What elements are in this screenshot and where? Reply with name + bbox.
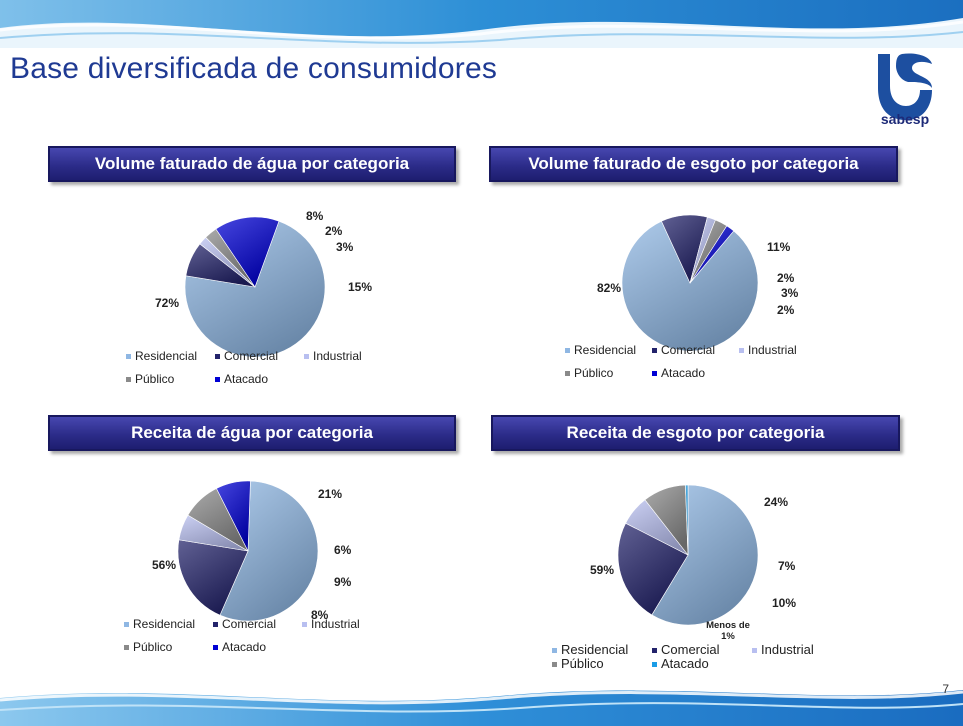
pie-chart-receita-agua: 56% 21% 6% 9% 8% Residencial Comercial Industri… [124,480,360,654]
legend-swatch-publico [124,645,129,650]
logo-text: sabesp [880,111,930,127]
banner-receita-agua: Receita de água por categoria [48,415,456,451]
data-label-publico: 10% [772,596,796,610]
legend-label-atacado: Atacado [661,656,709,671]
pie-slice-residencial [219,480,319,622]
data-label-publico: 3% [336,240,354,254]
page-title: Base diversificada de consumidores [10,52,498,85]
banner-volume-agua: Volume faturado de água por categoria [48,146,456,182]
pie-slice-atacado [689,225,735,284]
data-label-comercial: 8% [306,209,324,223]
legend-swatch-comercial [652,648,657,653]
data-label-atacado: Menos de 1% [706,620,750,642]
legend-label-industrial: Industrial [313,349,362,363]
data-label-atacado: 8% [311,608,329,622]
legend-label-industrial: Industrial [311,617,360,631]
pie-slice-residencial [651,484,759,626]
legend-swatch-publico [126,377,131,382]
legend-label-comercial: Comercial [224,349,278,363]
legend-swatch-atacado [213,645,218,650]
data-label-residencial: 82% [597,281,621,295]
pie-chart-volume-agua: 72% 8%2% 3% 15% Residencial Comercial Industri… [126,209,372,386]
legend-label-residencial: Residencial [574,343,636,357]
legend-label-industrial: Industrial [761,642,814,657]
header-wave-decoration [0,0,963,48]
legend-label-atacado: Atacado [224,372,268,386]
data-label-comercial: 11% [767,240,791,254]
legend-label-comercial: Comercial [661,343,715,357]
legend-swatch-industrial [302,622,307,627]
legend-label-comercial: Comercial [222,617,276,631]
banner-volume-esgoto: Volume faturado de esgoto por categoria [489,146,898,182]
legend-swatch-industrial [752,648,757,653]
legend-label-residencial: Residencial [135,349,197,363]
pie-slice-atacado [685,484,689,556]
legend-label-comercial: Comercial [661,642,720,657]
data-label-residencial: 56% [152,558,176,572]
legend-swatch-industrial [304,354,309,359]
pie-chart-volume-esgoto: 82%11%2%3%2%Residencial Comercial Industri… [565,214,799,380]
legend-swatch-industrial [739,348,744,353]
data-label-residencial: 59% [590,563,614,577]
legend-label-atacado: Atacado [661,366,705,380]
data-label-industrial: 2% [325,224,343,238]
legend-swatch-atacado [652,662,657,667]
data-label-residencial: 72% [155,296,179,310]
legend-swatch-publico [565,371,570,376]
legend-swatch-residencial [126,354,131,359]
data-label-comercial: 24% [764,495,788,509]
pie-slice-atacado [216,480,251,552]
data-label-atacado: 2% [777,303,795,317]
data-label-industrial: 2% [777,271,795,285]
legend-swatch-comercial [652,348,657,353]
legend-swatch-residencial [124,622,129,627]
legend-label-publico: Público [133,640,173,654]
legend-swatch-residencial [565,348,570,353]
footer-wave-decoration [0,690,963,726]
legend-label-publico: Público [574,366,614,380]
pie-slice-residencial [621,220,759,352]
data-label-atacado: 15% [348,280,372,294]
data-label-industrial: 7% [778,559,796,573]
pie-chart-receita-esgoto: 59% 24% 7% 10% Menos de 1% Residencial Comercia… [552,484,814,671]
sabesp-logo [878,53,932,120]
legend-swatch-publico [552,662,557,667]
banner-receita-esgoto: Receita de esgoto por categoria [491,415,900,451]
data-label-comercial: 21% [318,487,342,501]
legend-label-residencial: Residencial [561,642,628,657]
data-label-publico: 9% [334,575,352,589]
legend-swatch-atacado [215,377,220,382]
legend-swatch-comercial [213,622,218,627]
legend-label-atacado: Atacado [222,640,266,654]
legend-label-industrial: Industrial [748,343,797,357]
pie-slice-residencial [184,220,326,358]
page-number: 7 [942,682,949,696]
legend-swatch-residencial [552,648,557,653]
legend-label-publico: Público [561,656,604,671]
legend-swatch-comercial [215,354,220,359]
legend-label-residencial: Residencial [133,617,195,631]
data-label-publico: 3% [781,286,799,300]
pie-slice-atacado [215,216,280,288]
legend-swatch-atacado [652,371,657,376]
pie-slice-comercial [177,539,249,616]
data-label-industrial: 6% [334,543,352,557]
legend-label-publico: Público [135,372,175,386]
